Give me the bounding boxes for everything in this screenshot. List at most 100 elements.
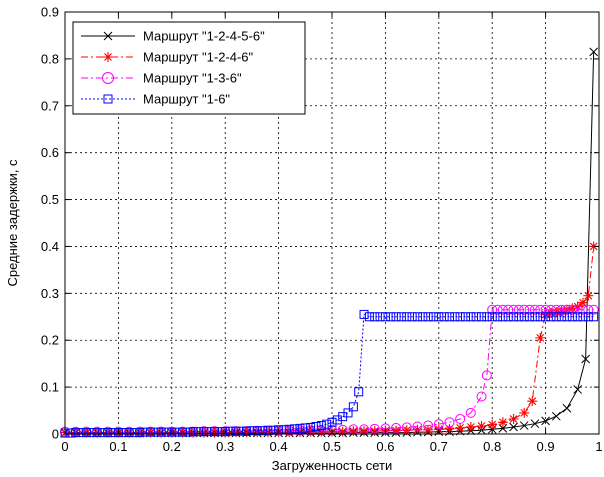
data-point	[412, 421, 423, 432]
data-point	[444, 312, 454, 322]
data-point	[241, 427, 252, 438]
data-point	[551, 304, 562, 315]
data-point	[577, 304, 588, 315]
data-point	[557, 312, 567, 322]
data-point	[172, 427, 182, 437]
data-point	[561, 304, 572, 315]
data-point	[194, 427, 203, 437]
x-axis-label: Загруженность сети	[272, 458, 392, 473]
y-tick-label: 0.9	[41, 5, 59, 20]
data-point	[481, 370, 492, 381]
data-point	[562, 312, 572, 322]
x-tick-label: 0.4	[270, 439, 288, 454]
series-4	[60, 309, 599, 438]
data-point	[509, 422, 518, 432]
x-tick-label: 0.7	[430, 439, 448, 454]
data-point	[455, 312, 465, 322]
data-point	[252, 426, 262, 436]
data-point	[262, 427, 273, 438]
data-point	[567, 304, 578, 315]
data-point	[535, 312, 545, 322]
data-point	[583, 304, 594, 315]
data-point	[444, 417, 455, 428]
data-point	[492, 304, 503, 315]
data-point	[508, 304, 519, 315]
legend-label-4: Маршрут "1-6"	[143, 92, 230, 107]
y-tick-label: 0.3	[41, 286, 59, 301]
legend: Маршрут "1-2-4-5-6" Маршрут "1-2-4-6" Марш…	[72, 21, 306, 115]
data-point	[322, 419, 332, 429]
data-point	[465, 421, 476, 432]
data-point	[215, 427, 225, 437]
data-point	[444, 423, 455, 434]
data-point	[556, 306, 567, 317]
data-point	[316, 421, 326, 431]
y-tick-label: 0.6	[41, 145, 59, 160]
data-point	[386, 312, 396, 322]
data-point	[402, 312, 412, 322]
data-point	[577, 297, 588, 308]
data-point	[156, 427, 166, 437]
data-point	[354, 387, 364, 397]
data-point	[573, 312, 583, 322]
y-tick-label: 0.4	[41, 239, 59, 254]
data-point	[284, 427, 295, 438]
data-point	[135, 428, 145, 438]
data-point	[519, 421, 529, 430]
data-point	[103, 428, 113, 438]
data-point	[129, 428, 139, 438]
data-point	[455, 413, 466, 424]
data-point	[369, 426, 380, 437]
data-point	[546, 312, 556, 322]
data-point	[65, 428, 75, 438]
data-point	[573, 385, 582, 394]
data-point	[513, 304, 524, 315]
data-point	[306, 422, 316, 432]
data-point	[375, 312, 385, 322]
data-point	[487, 312, 497, 322]
data-point	[210, 427, 220, 437]
data-point	[209, 427, 220, 438]
data-point	[519, 407, 530, 418]
data-point	[583, 312, 593, 322]
data-point	[97, 428, 107, 438]
data-point	[508, 413, 519, 424]
legend-marker-3	[102, 72, 114, 84]
data-point	[433, 419, 444, 430]
data-point	[461, 312, 470, 322]
legend-marker-2	[103, 52, 113, 62]
y-tick-label: 0.1	[41, 380, 59, 395]
data-point	[391, 312, 401, 322]
data-point	[476, 391, 487, 402]
data-point	[541, 312, 551, 322]
data-point	[497, 417, 508, 428]
data-point	[541, 416, 550, 426]
data-point	[551, 411, 561, 421]
data-point	[524, 304, 535, 315]
data-point	[401, 425, 412, 436]
data-point	[258, 426, 268, 436]
data-point	[589, 312, 599, 322]
data-point	[578, 312, 588, 322]
data-point	[401, 422, 412, 433]
data-point	[311, 421, 321, 431]
data-point	[226, 426, 236, 436]
data-point	[177, 427, 187, 437]
data-point	[119, 428, 129, 438]
axis-ticks	[64, 11, 600, 435]
data-point	[343, 408, 353, 418]
x-tick-label: 0.5	[323, 439, 341, 454]
data-point	[503, 312, 513, 322]
data-point	[231, 426, 241, 436]
data-point	[455, 422, 466, 433]
data-point	[370, 312, 380, 322]
data-point	[113, 428, 123, 438]
data-point	[530, 419, 540, 429]
data-point	[87, 428, 97, 438]
x-tick-label: 0.2	[163, 439, 181, 454]
data-point	[423, 420, 434, 431]
data-point	[380, 312, 390, 322]
data-point	[412, 312, 422, 322]
data-point	[487, 304, 498, 315]
